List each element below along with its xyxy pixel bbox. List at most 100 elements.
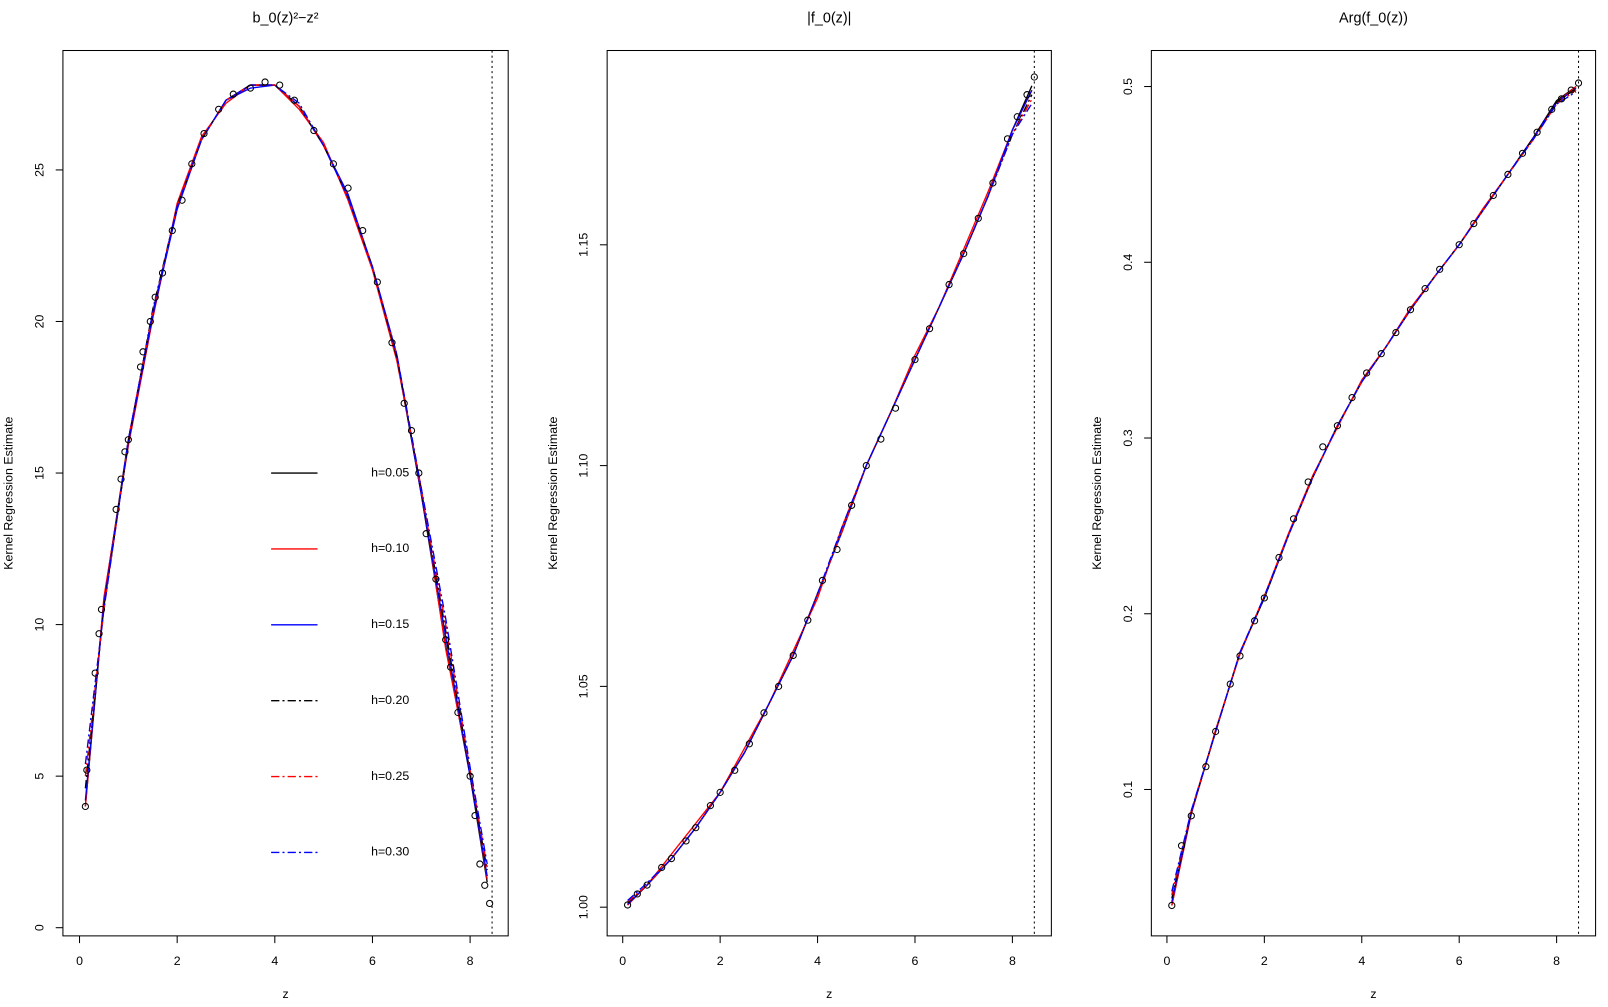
- data-point: [1177, 842, 1186, 850]
- y-tick-label: 20: [33, 314, 47, 328]
- data-point: [774, 682, 783, 690]
- data-point: [760, 709, 768, 717]
- data-point: [1348, 393, 1356, 402]
- x-tick-label: 4: [1358, 954, 1365, 968]
- data-point: [1003, 135, 1012, 143]
- series-line: [1171, 89, 1577, 896]
- data-point: [290, 96, 298, 104]
- x-tick-label: 6: [912, 954, 919, 968]
- legend-label: h=0.25: [371, 769, 409, 783]
- data-point: [1548, 105, 1556, 113]
- data-point: [706, 802, 715, 810]
- series-line: [84, 84, 488, 868]
- series-line: [84, 84, 488, 865]
- data-point: [139, 348, 147, 356]
- x-tick-label: 4: [271, 954, 278, 968]
- data-point: [682, 837, 690, 845]
- y-tick-label: 0.2: [1121, 605, 1135, 622]
- data-point: [276, 81, 284, 89]
- series-line: [627, 89, 1033, 905]
- legend-label: h=0.30: [371, 845, 409, 859]
- data-point: [168, 226, 176, 235]
- data-point: [1251, 617, 1259, 625]
- data-point: [1557, 95, 1566, 103]
- x-tick-label: 4: [814, 954, 821, 968]
- legend-label: h=0.20: [371, 693, 409, 707]
- data-point: [446, 663, 455, 671]
- x-tick-label: 8: [467, 954, 474, 968]
- data-point: [833, 545, 841, 554]
- data-point: [373, 278, 381, 286]
- data-point: [1013, 113, 1021, 121]
- data-point: [146, 317, 154, 326]
- data-point: [151, 293, 159, 301]
- data-point: [974, 214, 982, 222]
- x-tick-label: 0: [1163, 954, 1170, 968]
- data-point: [1304, 478, 1312, 486]
- data-point: [124, 436, 132, 444]
- data-point: [989, 179, 997, 187]
- y-axis-label: Kernel Regression Estimate: [546, 416, 560, 569]
- data-point: [1236, 652, 1244, 660]
- data-point: [1489, 191, 1497, 200]
- data-point: [432, 575, 440, 583]
- data-point: [1289, 515, 1298, 523]
- data-point: [1504, 170, 1512, 179]
- data-point: [415, 469, 423, 477]
- x-tick-label: 2: [1261, 954, 1268, 968]
- data-point: [229, 90, 237, 98]
- data-point: [1574, 79, 1583, 87]
- data-point: [1319, 443, 1327, 451]
- data-point: [344, 184, 352, 192]
- plot-frame: [62, 49, 509, 937]
- data-point: [1333, 422, 1342, 430]
- chart-title: b_0(z)²−z²: [253, 10, 319, 26]
- data-point: [1436, 265, 1444, 273]
- series-line: [627, 89, 1033, 906]
- x-tick-label: 6: [369, 954, 376, 968]
- data-point: [310, 126, 318, 135]
- data-point: [178, 196, 186, 204]
- y-tick-label: 1.05: [577, 674, 591, 698]
- series-line: [84, 84, 488, 877]
- data-point: [925, 325, 934, 333]
- x-axis-label: z: [826, 987, 832, 1001]
- chart-title: |f_0(z)|: [807, 10, 851, 26]
- plot-frame: [1150, 49, 1597, 937]
- data-point: [83, 766, 91, 774]
- data-point: [745, 740, 753, 748]
- data-point: [388, 339, 396, 347]
- data-point: [486, 899, 494, 908]
- data-point: [1363, 369, 1371, 377]
- data-point: [442, 636, 450, 644]
- y-tick-label: 0.5: [1121, 78, 1135, 95]
- data-point: [1030, 73, 1038, 81]
- y-tick-label: 1.00: [577, 895, 591, 919]
- series-line: [84, 84, 488, 880]
- data-point: [716, 788, 724, 796]
- y-tick-label: 10: [33, 618, 47, 632]
- data-point: [1421, 285, 1429, 293]
- data-point: [862, 461, 870, 470]
- data-point: [261, 78, 269, 86]
- data-point: [658, 863, 666, 872]
- data-point: [643, 881, 651, 889]
- data-point: [407, 426, 416, 435]
- y-tick-label: 0.1: [1121, 781, 1135, 798]
- y-tick-label: 0.4: [1121, 254, 1135, 271]
- legend-label: h=0.15: [371, 617, 409, 631]
- y-axis-label: Kernel Regression Estimate: [2, 416, 16, 569]
- x-tick-label: 0: [619, 954, 626, 968]
- series-line: [1171, 87, 1577, 903]
- data-point: [667, 854, 676, 863]
- data-point: [81, 802, 89, 811]
- data-point: [804, 616, 812, 624]
- data-point: [1202, 763, 1210, 771]
- y-tick-label: 5: [33, 773, 47, 780]
- data-point: [623, 901, 632, 909]
- data-point: [945, 280, 953, 289]
- y-tick-label: 0.3: [1121, 429, 1135, 446]
- data-point: [1226, 680, 1234, 688]
